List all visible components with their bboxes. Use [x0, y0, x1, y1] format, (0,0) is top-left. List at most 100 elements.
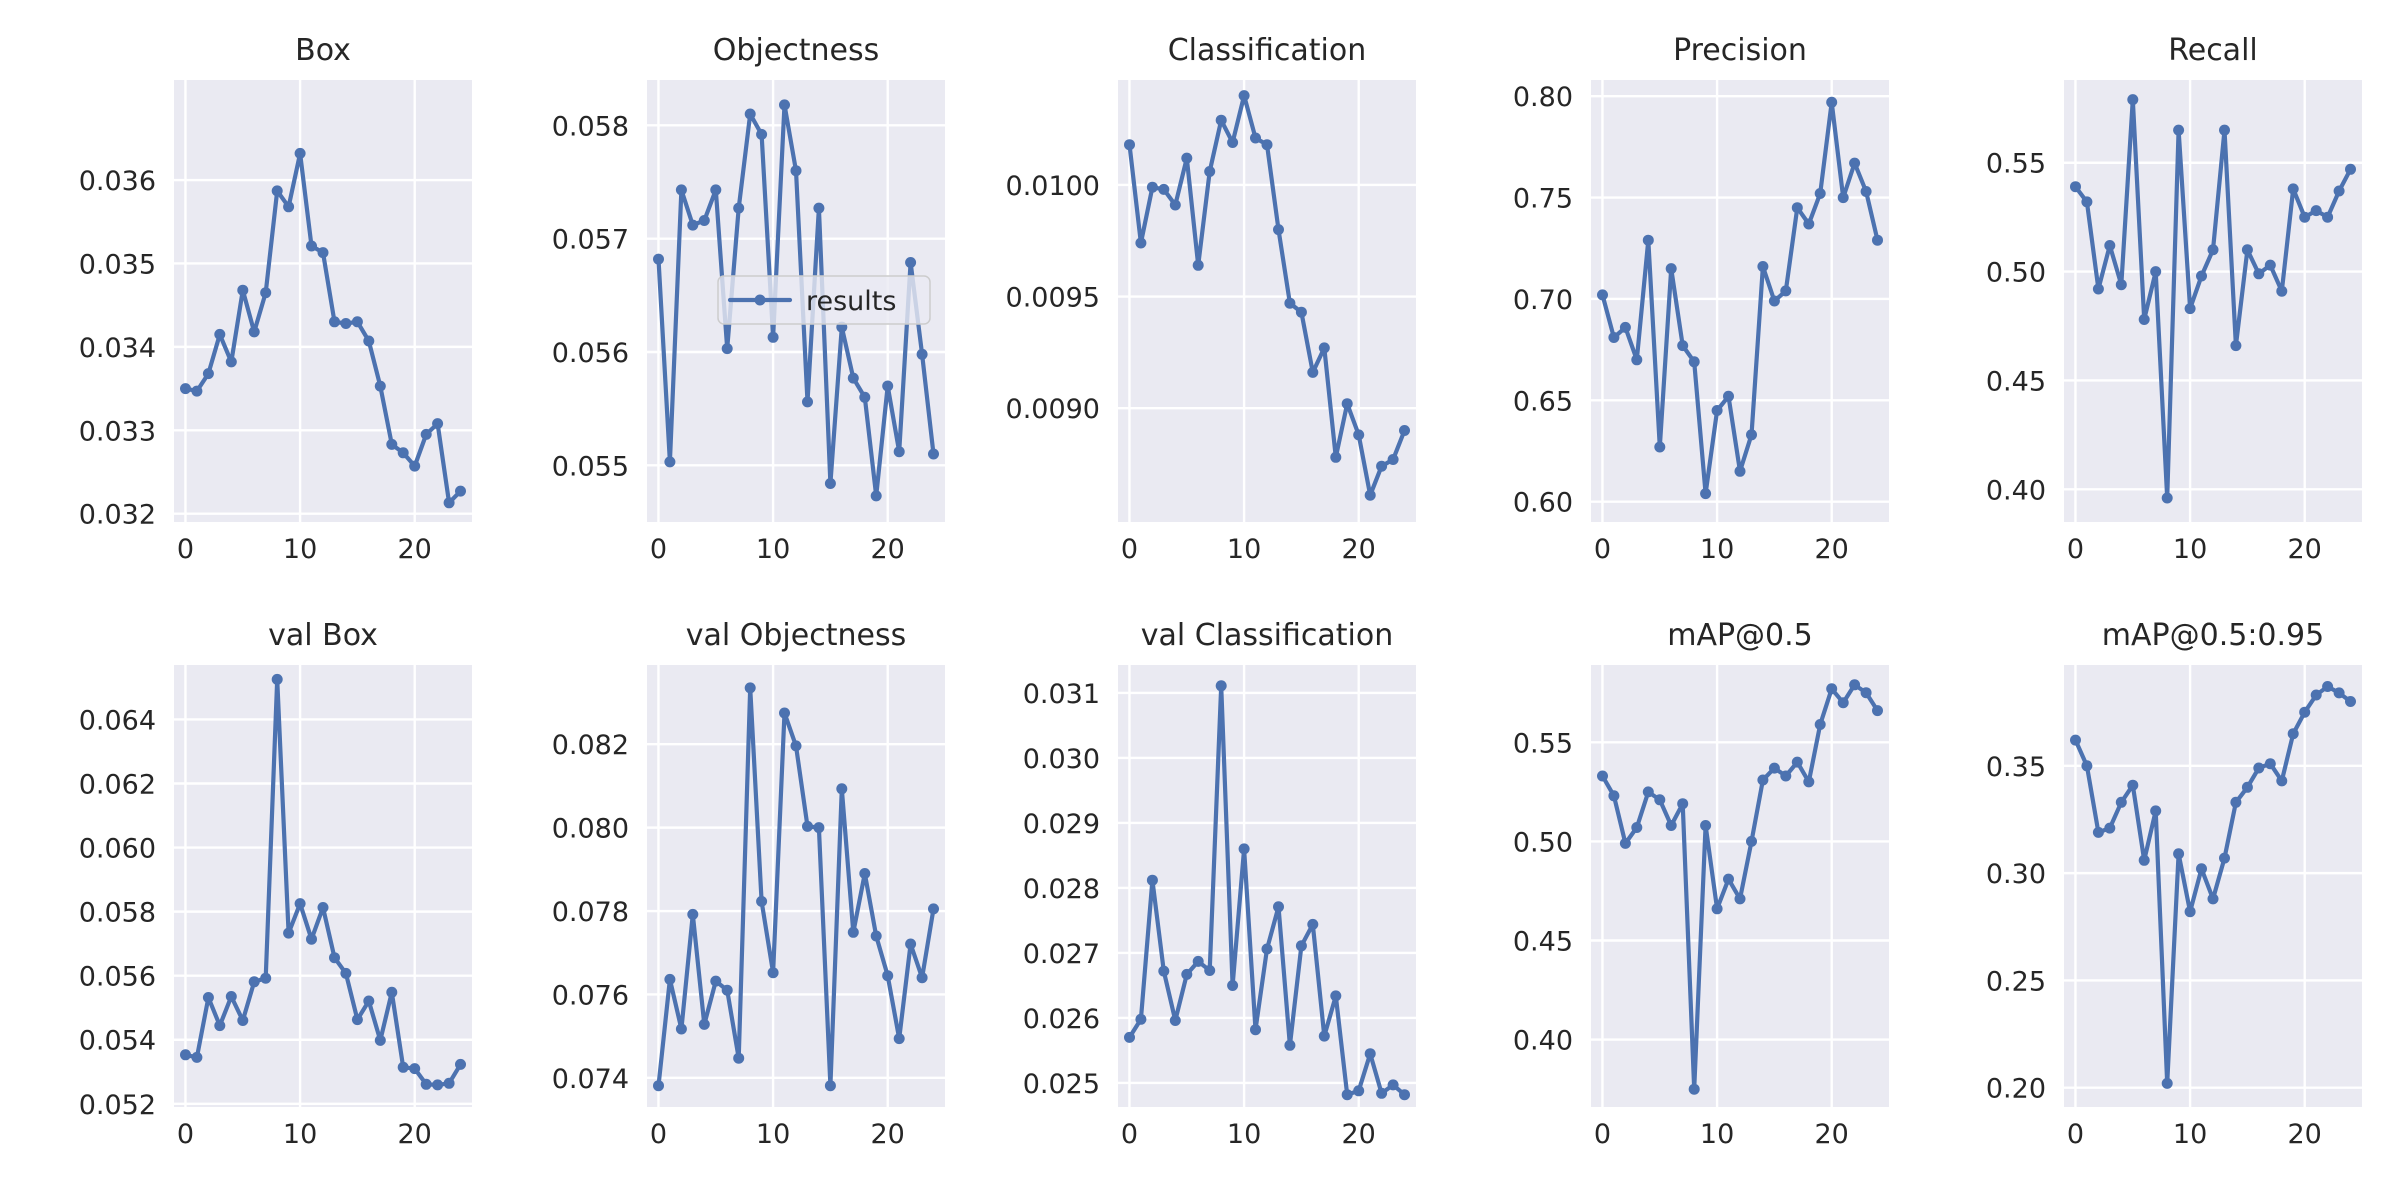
data-point	[859, 391, 871, 403]
data-point	[882, 970, 894, 982]
data-point	[2264, 259, 2276, 271]
data-point	[2207, 244, 2219, 256]
y-tick-label: 0.058	[552, 111, 629, 142]
data-point	[2070, 181, 2081, 193]
data-point	[2276, 285, 2288, 297]
panel-title: Recall	[2168, 33, 2258, 68]
data-point	[1295, 940, 1307, 952]
chart-panel: 0 10 20 0.20 0.25 0.30 0.35 mAP@0.5:0.95	[1986, 618, 2362, 1150]
plot-area	[174, 665, 472, 1107]
data-point	[2219, 124, 2230, 136]
plot-area	[2064, 80, 2362, 522]
data-point	[455, 1058, 466, 1070]
y-tick-label: 0.65	[1513, 386, 1573, 417]
y-tick-label: 0.034	[79, 333, 156, 364]
data-point	[202, 992, 214, 1003]
plot-area	[1591, 665, 1889, 1107]
data-point	[2104, 822, 2116, 834]
data-point	[2322, 211, 2334, 223]
data-point	[1341, 398, 1353, 410]
data-point	[2207, 893, 2219, 905]
data-point	[1318, 1030, 1330, 1042]
data-point	[1250, 1024, 1261, 1036]
data-point	[1814, 719, 1826, 730]
data-point	[1124, 139, 1135, 151]
data-point	[1169, 199, 1181, 211]
data-point	[1364, 1048, 1376, 1060]
y-tick-label: 0.062	[79, 770, 156, 801]
y-tick-label: 0.052	[79, 1090, 156, 1121]
x-tick-label: 0	[2067, 1119, 2084, 1150]
chart-panel: 0 10 20 0.40 0.45 0.50 0.55 mAP@0.5	[1513, 618, 1889, 1150]
data-point	[1341, 1089, 1353, 1101]
chart-panel: 0 10 20 0.025 0.026 0.027 0.028 0.029 0.030 0.031…	[1023, 618, 1416, 1150]
data-point	[2138, 314, 2150, 325]
data-point	[1284, 297, 1296, 309]
data-point	[329, 316, 340, 328]
chart-panel: 0 10 20 0.0090 0.0095 0.0100 Classification	[1006, 33, 1416, 565]
chart-panel: 0 10 20 0.074 0.076 0.078 0.080 0.082 val Object…	[552, 618, 945, 1150]
y-tick-label: 0.40	[1986, 475, 2046, 506]
data-point	[664, 456, 676, 468]
data-point	[2287, 728, 2299, 740]
data-point	[916, 972, 928, 984]
data-point	[2115, 279, 2127, 291]
data-point	[1169, 1015, 1181, 1026]
data-point	[1330, 990, 1342, 1002]
data-point	[1307, 918, 1319, 930]
data-point	[1711, 405, 1723, 416]
y-tick-label: 0.60	[1513, 488, 1573, 519]
y-tick-label: 0.45	[1513, 927, 1573, 958]
data-point	[2333, 185, 2345, 197]
data-point	[1250, 132, 1261, 144]
data-point	[306, 933, 317, 945]
data-point	[2219, 852, 2230, 864]
data-point	[1181, 152, 1193, 164]
data-point	[2322, 681, 2334, 692]
data-point	[2184, 303, 2196, 315]
data-point	[2127, 94, 2139, 106]
data-point	[1227, 137, 1239, 148]
data-point	[1238, 90, 1250, 102]
data-point	[420, 1078, 432, 1090]
data-point	[1146, 874, 1158, 886]
data-point	[1814, 188, 1826, 199]
y-tick-label: 0.058	[79, 898, 156, 929]
data-point	[928, 903, 939, 915]
data-point	[260, 287, 272, 299]
y-tick-label: 0.057	[552, 225, 629, 256]
data-point	[1711, 903, 1723, 915]
data-point	[2310, 689, 2322, 701]
data-point	[329, 952, 340, 964]
data-point	[2070, 734, 2081, 746]
x-tick-label: 10	[1227, 534, 1261, 565]
x-tick-label: 0	[1121, 534, 1138, 565]
data-point	[744, 108, 756, 120]
chart-panel: 0 10 20 0.032 0.033 0.034 0.035 0.036 Box	[79, 33, 472, 565]
data-point	[1723, 873, 1734, 885]
data-point	[1124, 1031, 1135, 1043]
y-tick-label: 0.082	[552, 730, 629, 761]
data-point	[2161, 492, 2173, 504]
data-point	[351, 1014, 363, 1026]
data-point	[1387, 454, 1399, 465]
x-tick-label: 20	[1342, 534, 1376, 565]
data-point	[2092, 826, 2104, 838]
data-point	[1654, 794, 1666, 806]
data-point	[1284, 1039, 1296, 1051]
data-point	[1872, 234, 1883, 246]
data-point	[248, 326, 260, 338]
data-point	[1364, 489, 1376, 501]
panel-title: val Classification	[1141, 618, 1394, 653]
data-point	[1768, 762, 1780, 774]
y-tick-label: 0.029	[1023, 809, 1100, 840]
data-point	[294, 898, 306, 910]
data-point	[191, 385, 203, 397]
plot-area	[174, 80, 472, 522]
data-point	[1734, 893, 1746, 905]
data-point	[1295, 306, 1307, 318]
data-point	[779, 99, 790, 111]
data-point	[687, 219, 699, 231]
data-point	[420, 428, 432, 440]
y-tick-label: 0.026	[1023, 1004, 1100, 1035]
